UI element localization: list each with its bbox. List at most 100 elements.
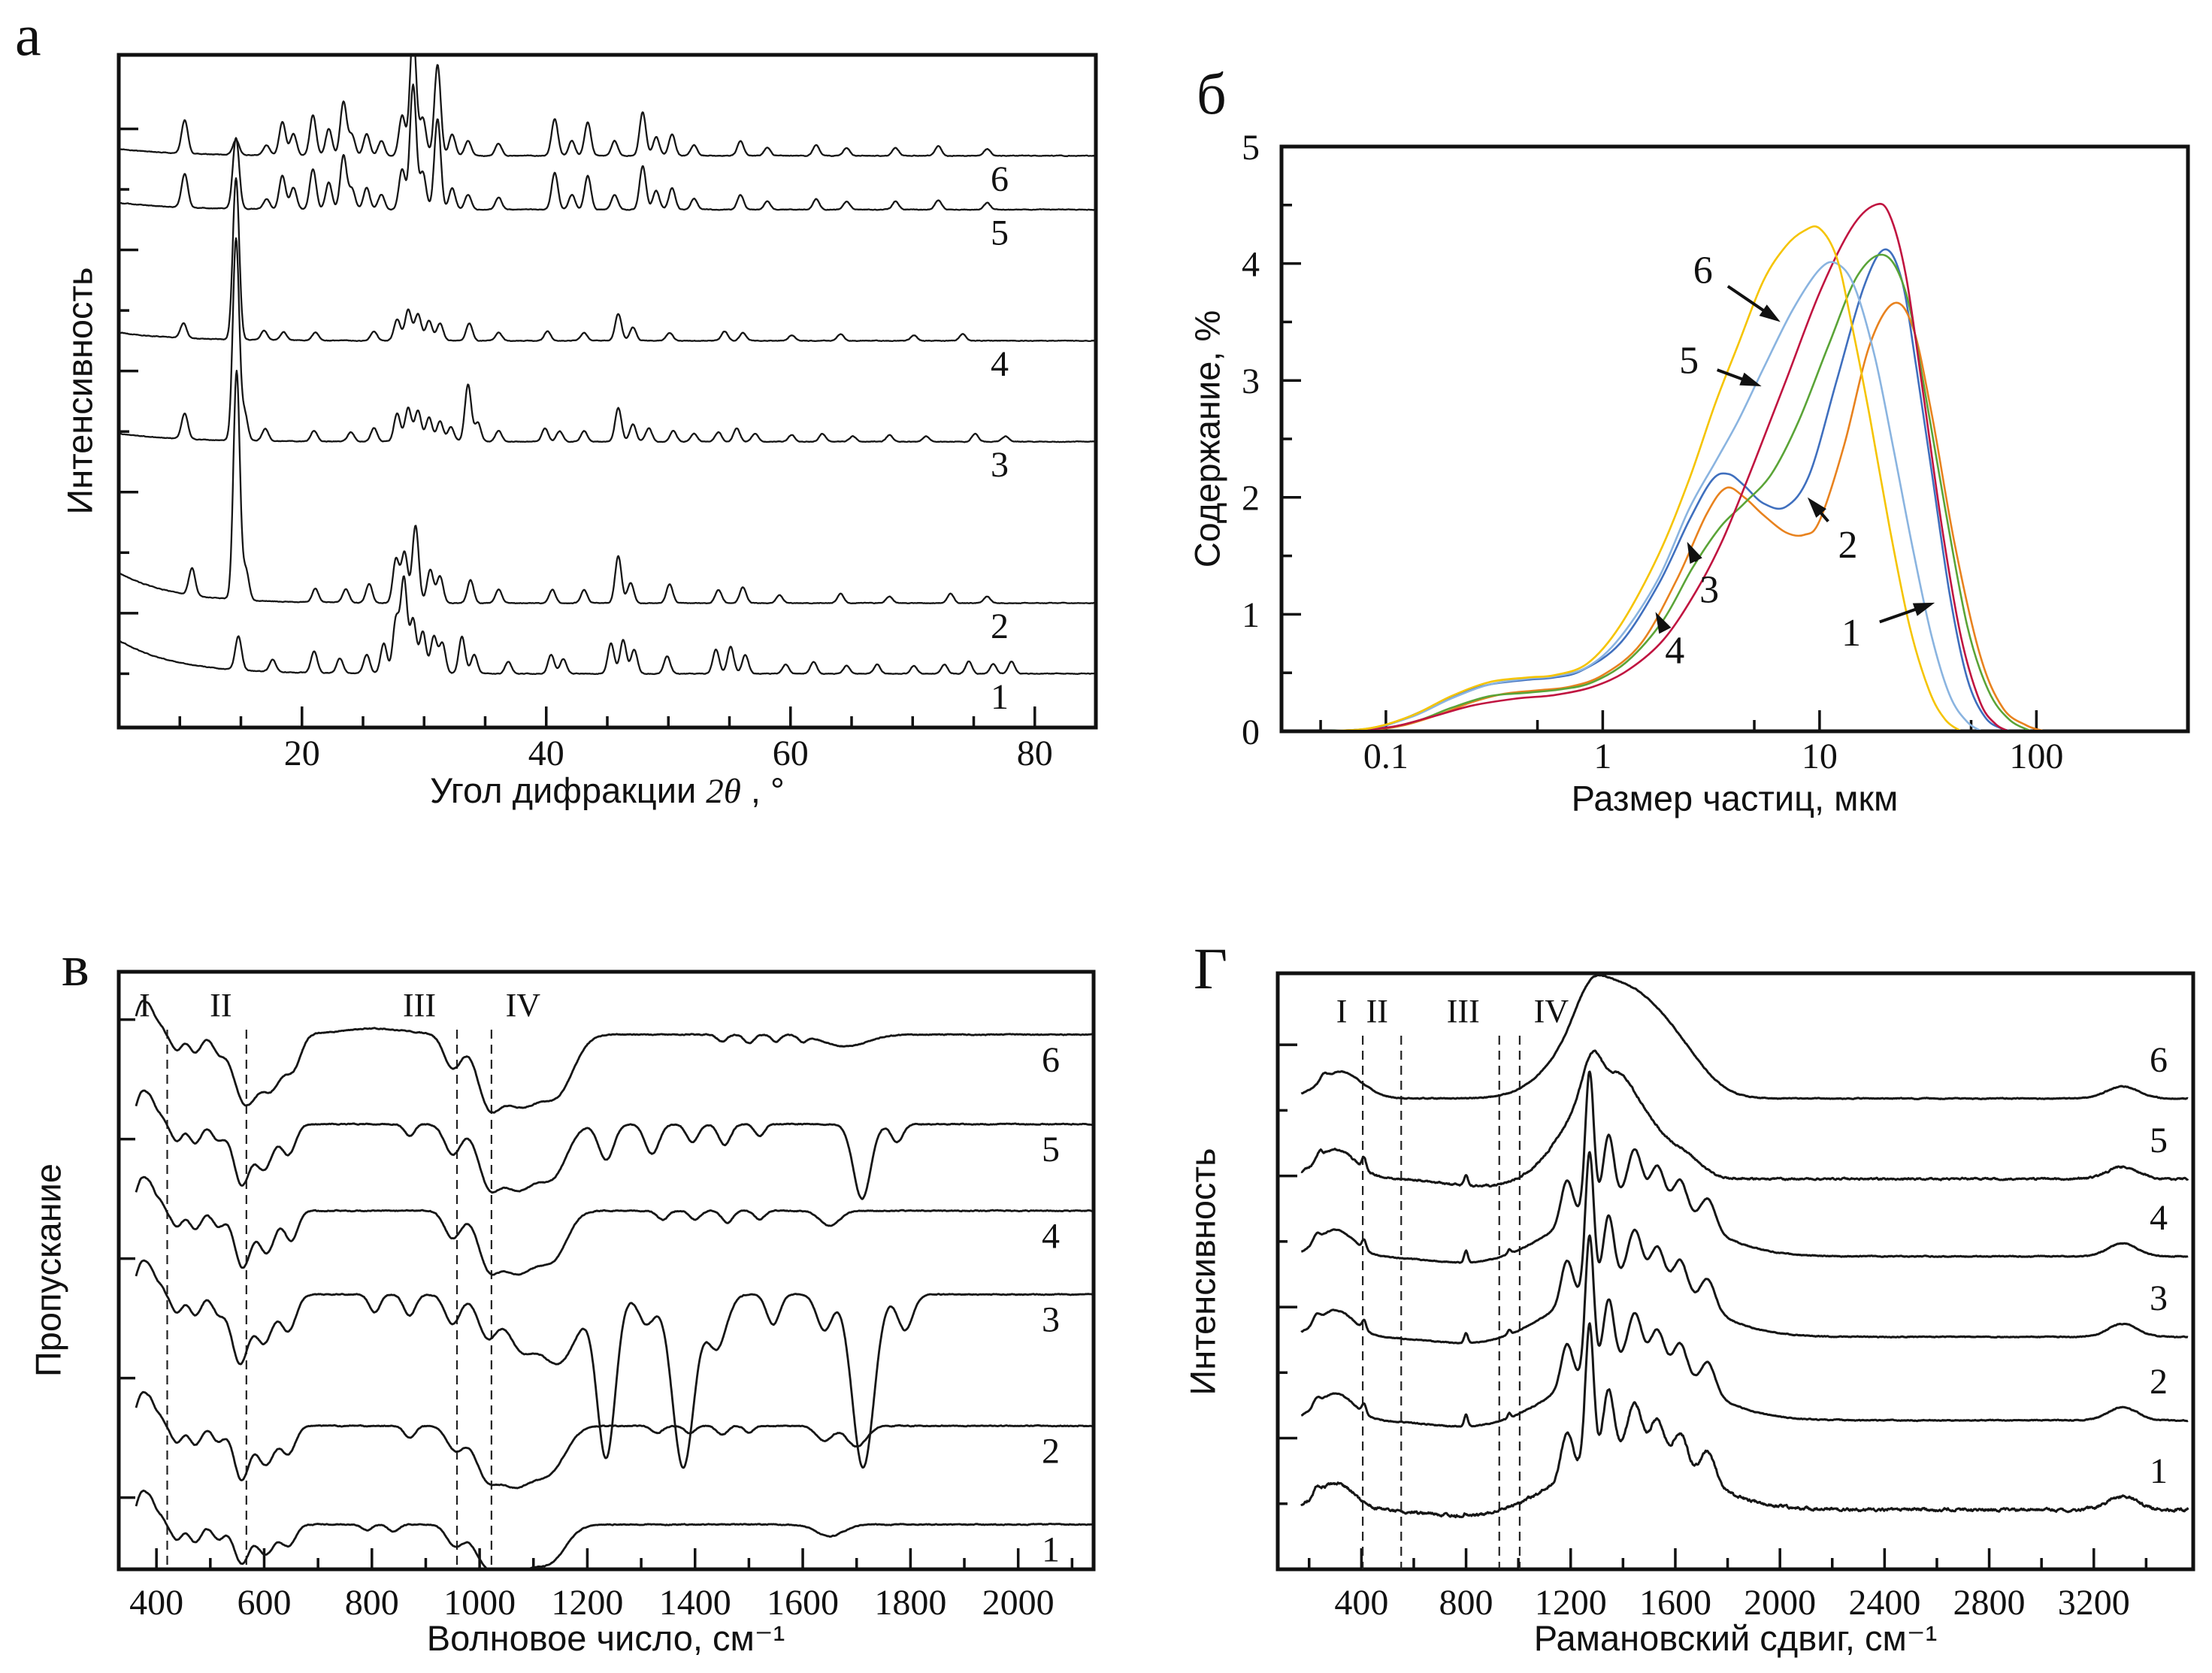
tick-label: 400 <box>129 1583 183 1623</box>
panel-v-xlabel: Волновое число, см⁻¹ <box>426 1618 785 1658</box>
series-4 <box>1334 202 2008 730</box>
plot-border <box>1275 971 2195 1572</box>
curve-6 <box>120 56 1094 158</box>
curve-3 <box>135 1259 1092 1469</box>
tick-label: III <box>403 987 436 1024</box>
tick-label: 2 <box>1838 524 1857 567</box>
tick-label: 20 <box>284 734 320 773</box>
curves <box>135 1000 1092 1568</box>
tick-label: II <box>1366 993 1388 1030</box>
band-guides: I II III IV <box>139 987 540 1569</box>
curve-2 <box>135 1390 1092 1490</box>
axis-ticks <box>119 127 1036 728</box>
tick-label: 6 <box>2150 1040 2168 1080</box>
tick-label: 5 <box>991 213 1009 253</box>
annotations: 6 5 2 34 1 <box>1655 250 1935 672</box>
curve-6 <box>1300 975 2189 1100</box>
tick-label: 4 <box>2150 1198 2168 1238</box>
curve-4 <box>120 177 1094 343</box>
curve-5 <box>120 83 1094 211</box>
tick-label: 6 <box>991 159 1009 199</box>
tick-label: 1 <box>1242 595 1260 635</box>
x-tick-labels: 400 600 800 1000 1200 1400 1600 1800 2000 <box>129 1583 1055 1623</box>
tick-label: 0.1 <box>1363 737 1409 776</box>
curve-3 <box>1300 1151 2189 1345</box>
tick-label: 1 <box>2150 1451 2168 1491</box>
curve-1 <box>120 575 1094 676</box>
curve-4 <box>135 1175 1092 1276</box>
tick-label: IV <box>1534 993 1569 1030</box>
curve-2 <box>120 369 1094 605</box>
curve-3 <box>120 237 1094 443</box>
annotation-arrowhead <box>1912 602 1935 616</box>
tick-label: 2 <box>991 607 1009 646</box>
curve-2 <box>1300 1234 2189 1428</box>
tick-label: 2 <box>2150 1362 2168 1402</box>
tick-label: 2800 <box>1953 1583 2026 1623</box>
annotation-arrow-line <box>1879 606 1921 624</box>
tick-label: I <box>1336 993 1348 1030</box>
tick-label: 3200 <box>2058 1583 2130 1623</box>
curve-labels: 1 2 3 4 5 6 <box>991 159 1009 717</box>
curve-4 <box>1300 1070 2189 1264</box>
plot-border <box>1279 144 2190 734</box>
tick-label: 3 <box>991 445 1009 485</box>
annotation-arrowhead <box>1759 304 1781 322</box>
tick-label: 6 <box>1693 250 1713 292</box>
curve-labels: 1 2 3 4 5 6 <box>2150 1040 2168 1491</box>
curves <box>1300 975 2189 1519</box>
tick-label: 80 <box>1017 734 1053 773</box>
series-3 <box>1328 253 2031 730</box>
tick-label: IV <box>506 987 541 1024</box>
tick-label: 2400 <box>1848 1583 1920 1623</box>
curve-6 <box>135 1000 1092 1114</box>
tick-label: 3 <box>1242 362 1260 401</box>
panel-a-xlabel-pre: Угол дифракции <box>430 770 707 810</box>
annotation-arrowhead <box>1739 372 1762 386</box>
tick-label: 1600 <box>767 1583 839 1623</box>
tick-label: 3 <box>1042 1300 1060 1340</box>
tick-label: 1400 <box>659 1583 731 1623</box>
x-tick-labels: 400 800 1200 1600 2000 2400 2800 3200 <box>1334 1583 2129 1623</box>
axis-ticks <box>1278 1043 2148 1569</box>
series-5 <box>1333 261 1981 730</box>
x-tick-labels: 20 40 60 80 <box>284 734 1053 773</box>
tick-label: 60 <box>773 734 809 773</box>
annotation-arrow-line <box>1726 285 1769 315</box>
tick-label: 3 <box>1699 568 1719 611</box>
curve-labels: 1 2 3 4 5 6 <box>1042 1040 1060 1570</box>
band-guides: I II III IV <box>1336 993 1569 1569</box>
curve-5 <box>135 1089 1092 1200</box>
tick-label: 2000 <box>982 1583 1055 1623</box>
tick-label: 5 <box>1242 128 1260 168</box>
annotation-arrowhead <box>1655 612 1672 634</box>
tick-label: 1200 <box>1535 1583 1607 1623</box>
tick-label: 40 <box>528 734 564 773</box>
panel-v-letter: в <box>62 933 89 998</box>
tick-label: 4 <box>1242 244 1260 284</box>
plot-border <box>117 970 1096 1572</box>
axis-ticks <box>1282 145 2038 733</box>
tick-label: 1 <box>991 677 1009 717</box>
curve-5 <box>1300 1049 2189 1188</box>
tick-label: 5 <box>1042 1130 1060 1169</box>
panel-g-letter: Г <box>1194 936 1228 1001</box>
annotation-arrowhead <box>1687 541 1702 564</box>
tick-label: 600 <box>237 1583 291 1623</box>
tick-label: 4 <box>1042 1216 1060 1256</box>
panel-b-xlabel: Размер частиц, мкм <box>1571 778 1899 818</box>
tick-label: 800 <box>1439 1583 1493 1623</box>
tick-label: 100 <box>2009 737 2063 776</box>
tick-label: 3 <box>2150 1278 2168 1318</box>
tick-label: 1000 <box>443 1583 516 1623</box>
tick-label: 1 <box>1042 1530 1060 1570</box>
panel-g-xlabel: Рамановский сдвиг, см⁻¹ <box>1533 1618 1938 1658</box>
tick-label: 800 <box>345 1583 399 1623</box>
tick-label: 1 <box>1593 737 1611 776</box>
